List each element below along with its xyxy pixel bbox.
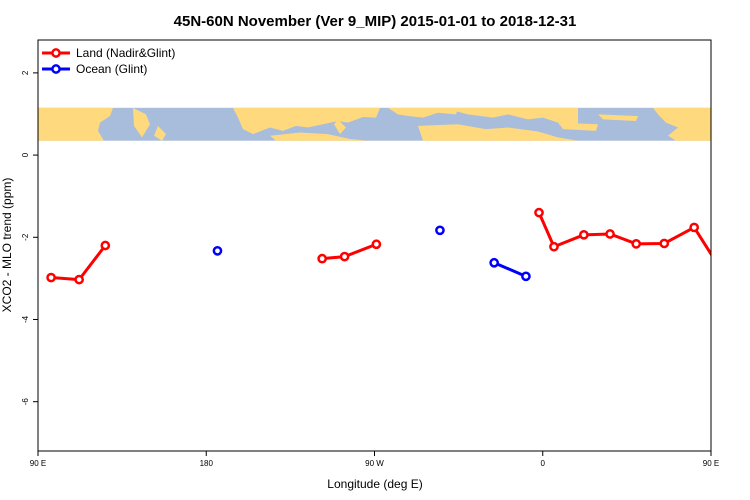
y-tick-label: 0	[21, 152, 30, 157]
y-tick-label: 2	[21, 70, 30, 75]
map-land-shape	[334, 119, 346, 135]
x-axis: 90 E 180 90 W 0 90 E	[30, 451, 719, 468]
y-axis: 2 0 -2 -4 -6	[21, 70, 38, 405]
y-axis-label: XCO2 - MLO trend (ppm)	[0, 178, 14, 313]
map-land-shape	[674, 109, 684, 128]
series-land	[46, 207, 729, 285]
legend-item: Ocean (Glint)	[42, 62, 147, 76]
map-land-shape	[443, 107, 578, 125]
data-point	[74, 274, 84, 285]
x-tick-label: 180	[200, 459, 214, 468]
plot-area	[46, 207, 729, 285]
data-point	[212, 245, 223, 256]
y-tick-label: -4	[21, 315, 30, 323]
data-point	[100, 240, 111, 251]
data-point	[339, 251, 350, 262]
legend-label: Land (Nadir&Glint)	[76, 46, 175, 60]
map-land-shape	[598, 114, 638, 121]
data-point	[579, 229, 589, 240]
legend: Land (Nadir&Glint) Ocean (Glint)	[42, 46, 175, 76]
series-line	[50, 244, 107, 282]
x-tick-label: 90 E	[30, 459, 46, 468]
data-point	[631, 239, 642, 249]
series-line	[537, 212, 711, 257]
x-axis-label: Longitude (deg E)	[327, 477, 422, 491]
x-tick-label: 90 E	[703, 459, 719, 468]
y-tick-label: -6	[21, 398, 30, 406]
map-land-shape	[558, 122, 598, 131]
map-land-shape	[233, 107, 380, 135]
map-land-shape	[270, 132, 368, 141]
map-land-shape	[38, 107, 113, 141]
data-point	[489, 257, 499, 268]
series-line	[493, 261, 527, 278]
legend-item: Land (Nadir&Glint)	[42, 46, 175, 60]
data-point	[521, 271, 531, 282]
legend-marker	[51, 48, 61, 58]
data-point	[371, 239, 382, 250]
series-ocean	[212, 225, 531, 282]
data-point	[605, 229, 615, 239]
data-point	[435, 225, 445, 236]
chart-title: 45N-60N November (Ver 9_MIP) 2015-01-01 …	[174, 13, 577, 30]
map-land-shape	[653, 107, 711, 141]
data-point	[534, 207, 544, 218]
legend-label: Ocean (Glint)	[76, 62, 147, 76]
x-tick-label: 0	[541, 459, 546, 468]
data-point	[46, 272, 56, 283]
map-land-shape	[418, 124, 578, 141]
world-map-band	[38, 107, 711, 141]
y-tick-label: -2	[21, 233, 30, 241]
data-point	[689, 222, 700, 233]
data-point	[659, 238, 670, 249]
map-land-shape	[133, 107, 150, 138]
legend-marker	[51, 64, 61, 74]
data-point	[549, 241, 559, 252]
x-tick-label: 90 W	[365, 459, 384, 468]
data-point	[722, 274, 729, 281]
data-point	[317, 253, 328, 264]
map-land-shape	[154, 125, 166, 141]
map-land-shape	[388, 107, 458, 118]
